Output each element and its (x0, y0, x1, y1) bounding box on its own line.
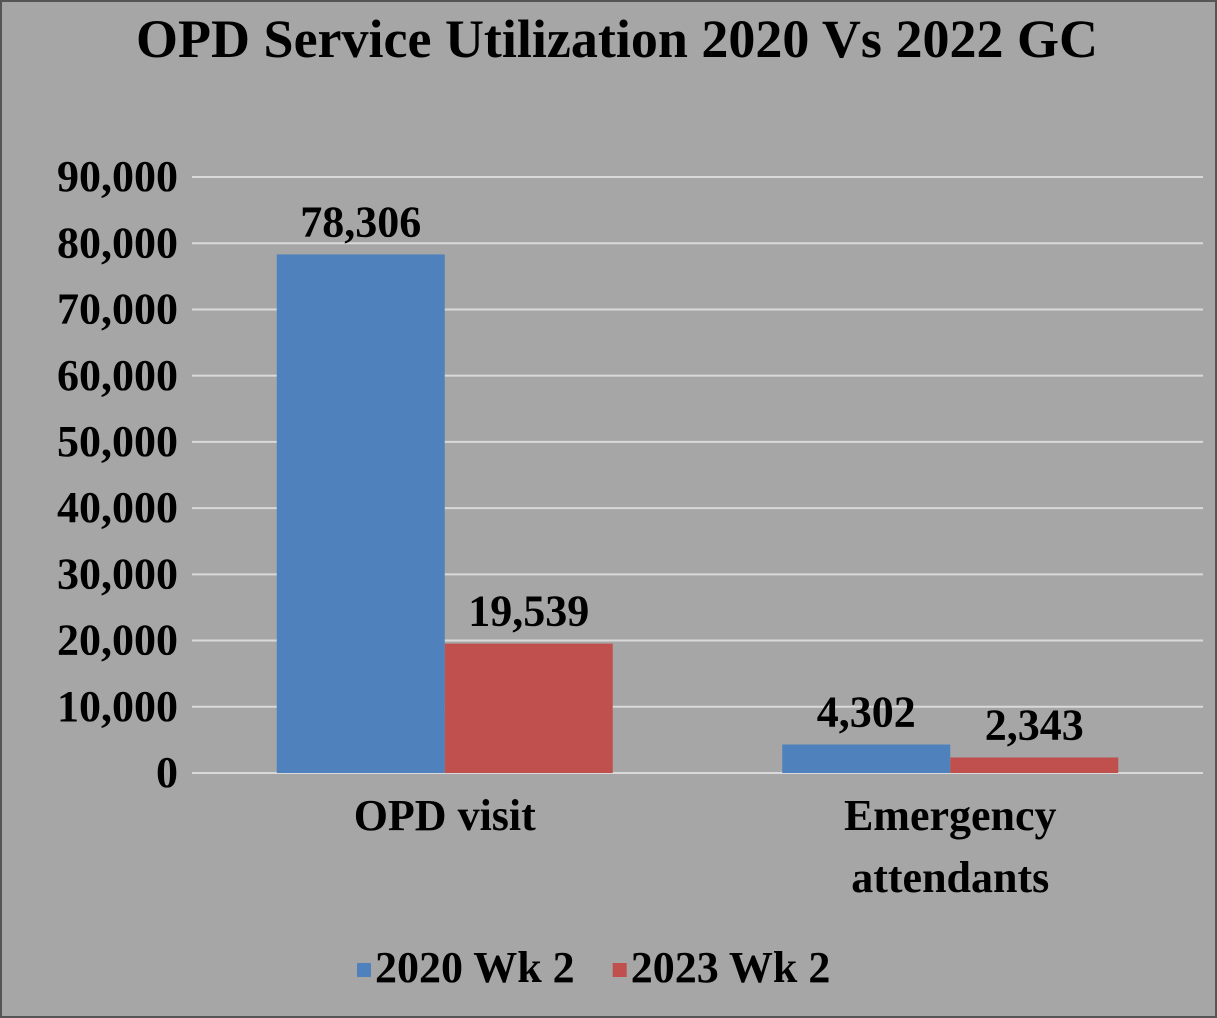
bar (444, 643, 613, 773)
legend-swatch (612, 963, 627, 977)
y-tick-label: 30,000 (57, 549, 178, 598)
data-label: 78,306 (300, 198, 421, 247)
bar (276, 254, 445, 774)
bar (950, 757, 1119, 773)
data-label: 4,302 (817, 688, 916, 737)
bar (782, 744, 951, 773)
chart-title: OPD Service Utilization 2020 Vs 2022 GC (136, 9, 1098, 69)
y-tick-label: 50,000 (57, 417, 178, 466)
legend-label: 2020 Wk 2 (375, 943, 575, 992)
data-label: 19,539 (468, 587, 589, 636)
y-tick-label: 10,000 (57, 682, 178, 731)
legend-swatch (357, 963, 371, 977)
y-tick-label: 20,000 (57, 616, 178, 665)
y-tick-label: 60,000 (57, 351, 178, 400)
y-tick-label: 0 (156, 748, 178, 797)
x-tick-label: Emergency attendants (844, 791, 1057, 902)
y-tick-label: 40,000 (57, 483, 178, 532)
y-tick-label: 80,000 (57, 218, 178, 267)
data-label: 2,343 (985, 701, 1084, 750)
x-tick-label: OPD visit (354, 791, 536, 840)
y-tick-label: 70,000 (57, 285, 178, 334)
legend-label: 2023 Wk 2 (631, 943, 831, 992)
y-tick-label: 90,000 (57, 152, 178, 201)
